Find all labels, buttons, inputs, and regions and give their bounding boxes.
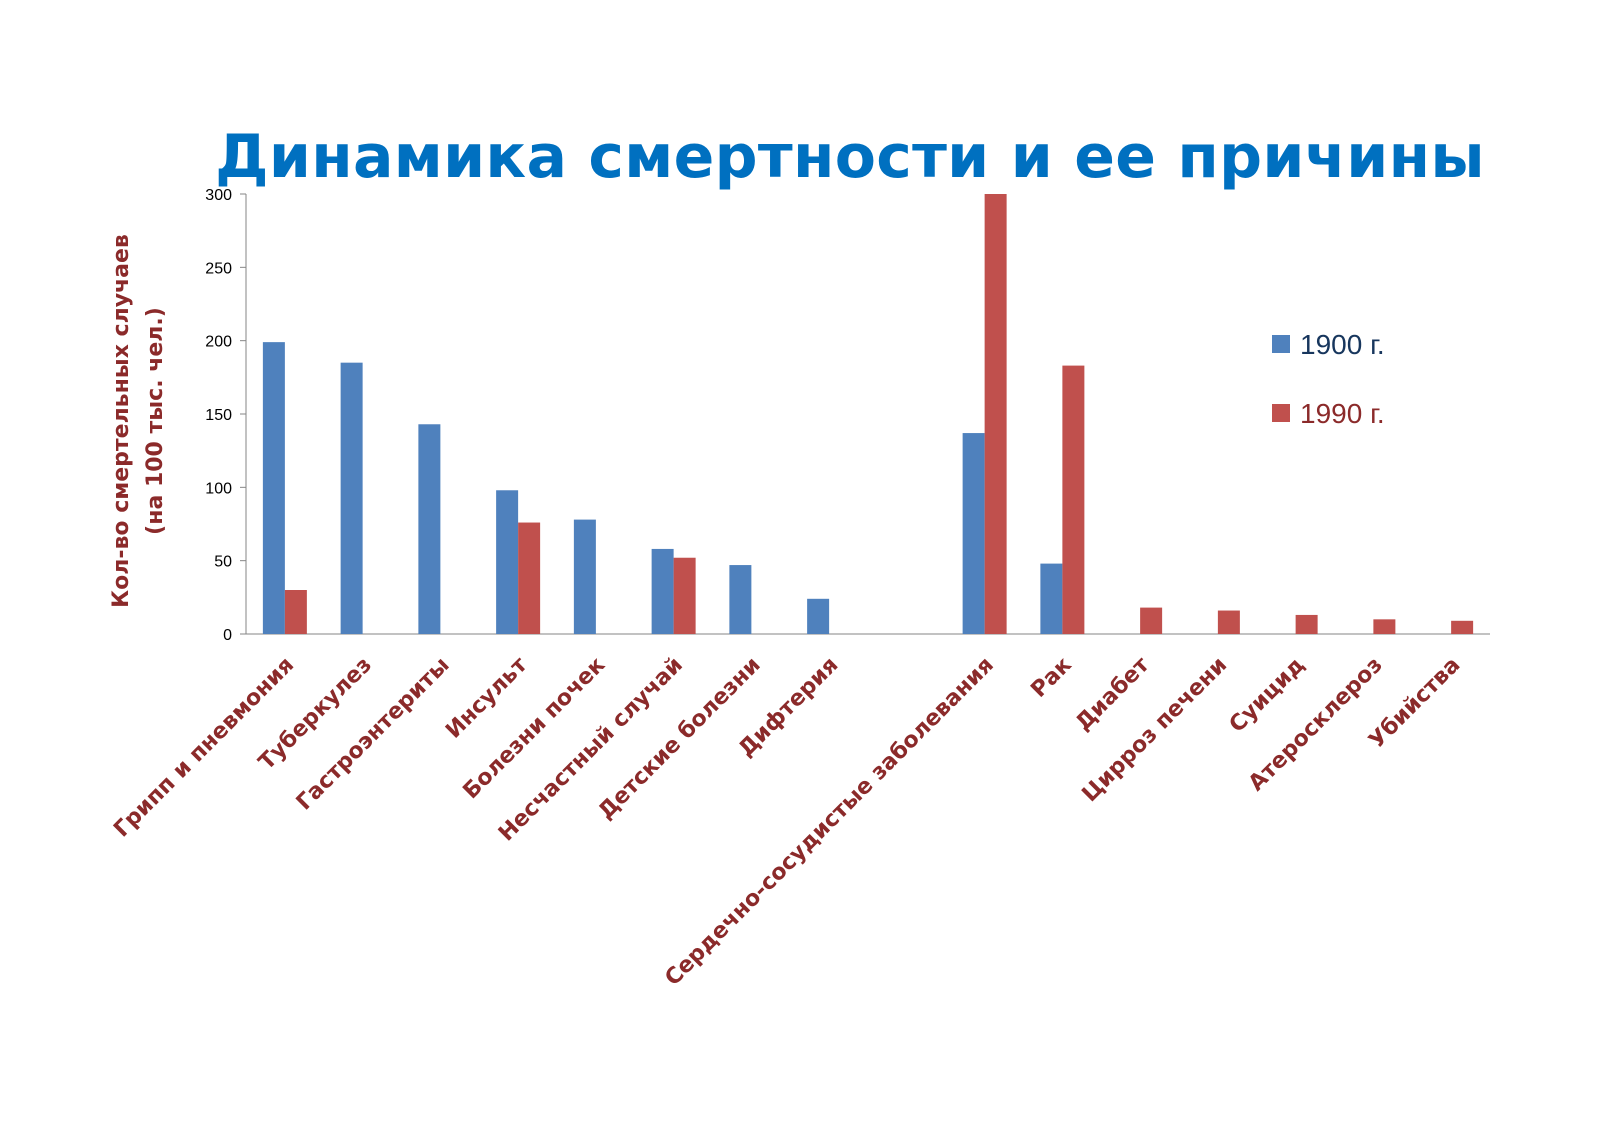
bar-1900 (729, 565, 752, 634)
x-tick-label: Атеросклероз (1244, 653, 1388, 797)
bar-1900 (573, 519, 596, 634)
y-tick-label: 200 (205, 334, 232, 351)
y-tick-label: 50 (214, 554, 232, 571)
x-tick-label: Диабет (1071, 652, 1155, 736)
bars (262, 194, 1474, 634)
bar-1990 (518, 522, 541, 634)
bar-1900 (262, 342, 285, 634)
legend: 1900 г. 1990 г. (1272, 329, 1385, 429)
y-ticks: 0 50 100 150 200 250 300 (205, 187, 246, 644)
bar-1990 (984, 194, 1007, 634)
bar-1990 (1062, 365, 1085, 634)
y-tick-label: 300 (205, 187, 232, 204)
bar-1990 (1295, 614, 1318, 634)
bar-1990 (1373, 619, 1396, 634)
chart-title: Динамика смертности и ее причины (215, 122, 1485, 192)
bar-1900 (1040, 563, 1063, 634)
x-tick-label: Гастроэнтериты (292, 653, 455, 816)
legend-label: 1900 г. (1300, 329, 1385, 360)
y-tick-label: 250 (205, 260, 232, 277)
y-tick-label: 150 (205, 407, 232, 424)
y-tick-label: 0 (223, 627, 232, 644)
y-axis-label-group: Кол-во смертельных случаев (на 100 тыс. ч… (109, 234, 168, 608)
bar-1990 (284, 590, 307, 634)
y-tick-label: 100 (205, 480, 232, 497)
legend-swatch (1272, 335, 1290, 353)
bar-1990 (673, 557, 696, 634)
legend-swatch (1272, 404, 1290, 422)
x-tick-labels: Грипп и пневмонияТуберкулезГастроэнтерит… (109, 652, 1465, 991)
bar-1900 (496, 490, 519, 634)
x-tick-label: Рак (1026, 653, 1076, 703)
x-tick-label: Цирроз печени (1078, 653, 1233, 808)
bar-1990 (1217, 610, 1240, 634)
bar-1900 (418, 424, 441, 634)
bar-1900 (340, 362, 363, 634)
bar-1990 (1140, 607, 1163, 634)
bar-1900 (962, 433, 985, 634)
legend-label: 1990 г. (1300, 398, 1385, 429)
bar-1990 (1451, 620, 1474, 634)
bar-1900 (651, 548, 674, 634)
x-tick-label: Болезни почек (459, 653, 611, 805)
y-axis-title-line: (на 100 тыс. чел.) (143, 307, 168, 535)
y-axis-title-line: Кол-во смертельных случаев (109, 234, 134, 608)
bar-1900 (807, 598, 830, 634)
